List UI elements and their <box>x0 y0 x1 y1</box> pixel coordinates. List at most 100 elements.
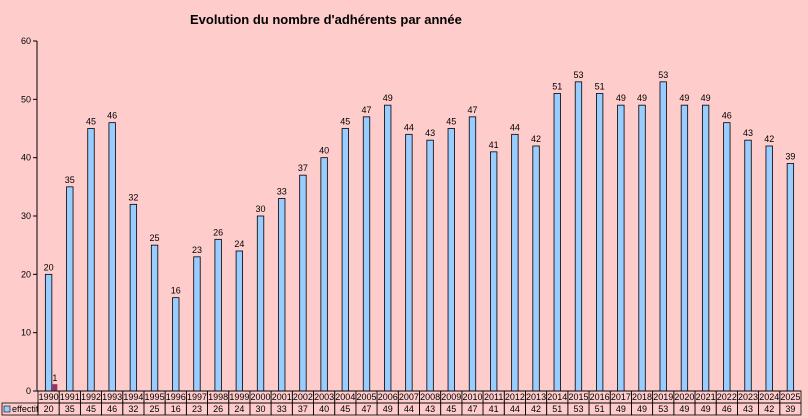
x-tick-label: 2002 <box>293 392 313 402</box>
data-label-1998: 26 <box>213 227 223 237</box>
bar-2015 <box>574 81 583 392</box>
data-label-2005: 47 <box>362 105 372 115</box>
data-label-2015: 53 <box>573 70 583 80</box>
y-tick-label: 30 <box>21 211 31 221</box>
data-label-1993: 46 <box>107 111 117 121</box>
bar-2006 <box>384 104 392 392</box>
x-tick-label: 2000 <box>251 392 271 402</box>
table-value-2021: 49 <box>701 404 711 414</box>
bar-2023 <box>744 139 752 392</box>
y-tick-label: 40 <box>21 153 31 163</box>
table-value-2025: 39 <box>785 404 795 414</box>
x-tick-label: 2013 <box>526 392 546 402</box>
data-label-1994: 32 <box>128 192 138 202</box>
y-tick-label: 10 <box>21 328 31 338</box>
table-value-1996: 16 <box>171 404 181 414</box>
table-value-1990: 20 <box>44 404 54 414</box>
x-tick-label: 2012 <box>505 392 525 402</box>
table-value-2010: 47 <box>467 404 477 414</box>
chart-title: Evolution du nombre d'adhérents par anné… <box>190 12 462 27</box>
x-tick-label: 2006 <box>378 392 398 402</box>
bar-2019 <box>659 81 667 392</box>
data-label-2017: 49 <box>616 93 626 103</box>
data-label-2000: 30 <box>256 204 266 214</box>
bar-2008 <box>426 139 434 392</box>
x-tick-label: 2019 <box>653 392 673 402</box>
x-tick-label: 2017 <box>611 392 631 402</box>
table-value-2019: 53 <box>658 404 668 414</box>
y-tick-label: 50 <box>21 94 31 104</box>
data-label-2024: 42 <box>764 134 774 144</box>
bar-1990 <box>44 273 53 392</box>
bar-2001 <box>278 198 286 392</box>
table-value-2014: 51 <box>552 404 562 414</box>
data-label-1999: 24 <box>234 239 244 249</box>
data-label-2013: 42 <box>531 134 541 144</box>
x-tick-label: 1991 <box>60 392 80 402</box>
table-value-cell <box>779 402 802 416</box>
x-tick-label: 1990 <box>39 392 59 402</box>
data-label-2019: 53 <box>658 70 668 80</box>
bar-2014 <box>553 93 561 392</box>
bar-2020 <box>680 104 689 392</box>
table-value-2001: 33 <box>277 404 287 414</box>
bar-2004 <box>341 128 349 392</box>
bar-1991 <box>66 186 74 392</box>
table-value-2013: 42 <box>531 404 541 414</box>
bar-2021 <box>701 104 710 392</box>
x-tick-label: 1994 <box>123 392 143 402</box>
plot-area: 0 10 20 30 40 50 60 20 35 45 46 32 25 16 23 26 24 30 33 37 4… <box>1 36 802 416</box>
bar-2022 <box>723 122 731 392</box>
table-value-2018: 49 <box>637 404 647 414</box>
x-tick-label: 2001 <box>272 392 292 402</box>
bar-2007 <box>405 133 413 392</box>
bar-2025 <box>786 163 795 392</box>
x-tick-label: 1995 <box>145 392 165 402</box>
table-value-2015: 53 <box>573 404 583 414</box>
table-value-2000: 30 <box>256 404 266 414</box>
table-value-1994: 32 <box>128 404 138 414</box>
bar-2012 <box>511 133 519 392</box>
data-label-2011: 41 <box>489 140 499 150</box>
data-label-1996: 16 <box>171 286 181 296</box>
table-value-2002: 37 <box>298 404 308 414</box>
table-value-2024: 42 <box>764 404 774 414</box>
bar-1993 <box>108 122 116 392</box>
y-tick-label: 20 <box>21 269 31 279</box>
table-value-2003: 40 <box>319 404 329 414</box>
bar-2005 <box>362 116 371 392</box>
data-label-2022: 46 <box>722 111 732 121</box>
data-label-2012: 44 <box>510 122 520 132</box>
bar-1999 <box>235 250 243 392</box>
table-value-2007: 44 <box>404 404 414 414</box>
data-label-2001: 33 <box>277 187 287 197</box>
bar-2009 <box>447 128 455 392</box>
bar-2010 <box>468 116 477 392</box>
bar-2003 <box>320 157 328 392</box>
annotation-bar-1990 <box>52 384 58 391</box>
table-value-2009: 45 <box>446 404 456 414</box>
x-tick-label: 2011 <box>484 392 503 402</box>
data-label-2016: 51 <box>595 82 605 92</box>
table-value-2011: 41 <box>489 404 499 414</box>
x-tick-label: 2008 <box>420 392 440 402</box>
bar-1995 <box>150 244 159 392</box>
bar-2016 <box>596 93 604 392</box>
bar-2000 <box>256 215 265 392</box>
x-tick-label: 1998 <box>208 392 228 402</box>
table-value-1998: 26 <box>213 404 223 414</box>
data-label-2006: 49 <box>383 93 393 103</box>
table-value-2008: 43 <box>425 404 435 414</box>
x-tick-label: 2003 <box>314 392 334 402</box>
table-value-2006: 49 <box>383 404 393 414</box>
bar-1998 <box>214 238 222 392</box>
y-tick-label: 0 <box>26 386 31 396</box>
x-tick-label: 2010 <box>462 392 482 402</box>
bar-2011 <box>490 151 498 392</box>
annotation-label-1990: 1 <box>52 373 57 383</box>
bar-2002 <box>299 174 307 392</box>
x-tick-label: 2007 <box>399 392 419 402</box>
table-value-2020: 49 <box>679 404 689 414</box>
